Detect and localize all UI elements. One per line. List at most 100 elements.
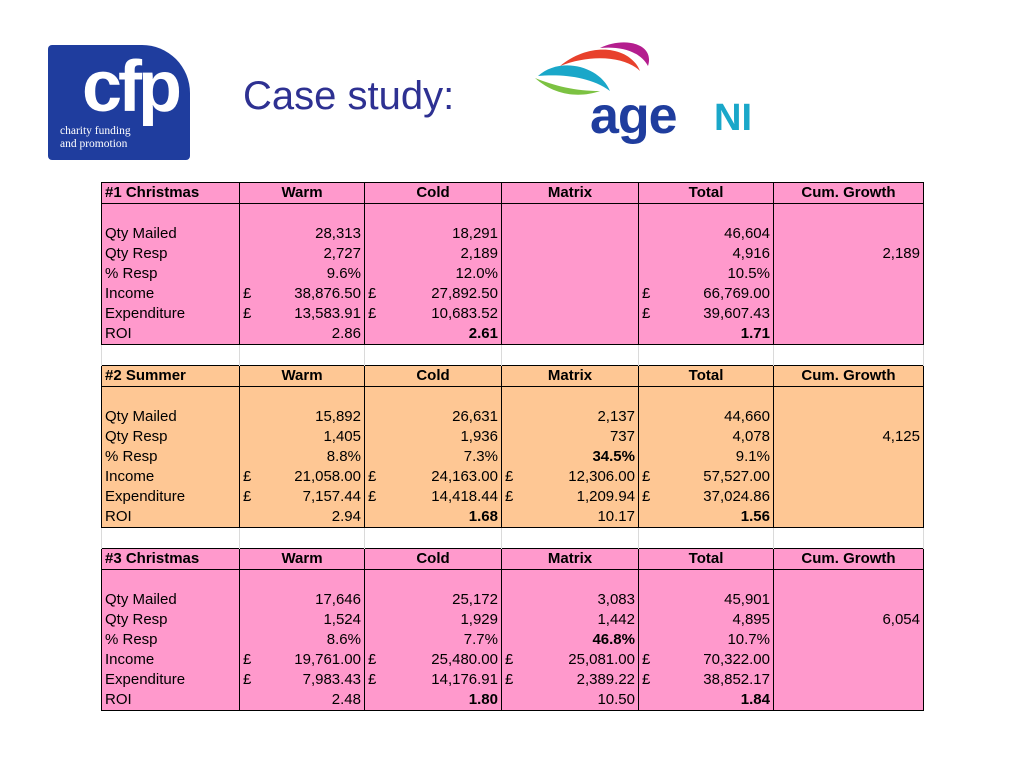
section-header-row: #1 Christmas Warm Cold Matrix Total Cum. Grow… — [101, 182, 924, 204]
cell-warm: 2.86 — [239, 324, 365, 345]
cell-cum-growth — [773, 690, 924, 711]
cell-warm: 1,405 — [239, 427, 365, 447]
cell-cum-growth — [773, 264, 924, 284]
empty-cell — [101, 203, 240, 224]
row-label: Expenditure — [101, 670, 240, 690]
cell-warm: £13,583.91 — [239, 304, 365, 324]
cell-matrix: 2,137 — [501, 407, 639, 427]
currency-symbol: £ — [642, 305, 651, 322]
cell-cum-growth — [773, 407, 924, 427]
cell-cold: 18,291 — [364, 224, 502, 244]
cfp-tagline-line-1: charity funding — [60, 125, 131, 137]
cell-warm: £7,983.43 — [239, 670, 365, 690]
cell-total: 1.56 — [638, 507, 774, 528]
row-label: Income — [101, 650, 240, 670]
cell-matrix — [501, 224, 639, 244]
empty-cell — [638, 203, 774, 224]
amount-value: 66,769.00 — [703, 285, 770, 302]
cell-warm: 17,646 — [239, 590, 365, 610]
empty-cell — [239, 569, 365, 590]
table-row: ROI 2.86 2.61 1.71 — [101, 324, 924, 345]
cell-matrix: £25,081.00 — [501, 650, 639, 670]
section-title: #1 Christmas — [101, 182, 240, 204]
currency-symbol: £ — [505, 468, 514, 485]
empty-cell — [501, 386, 639, 407]
cell-total: 4,078 — [638, 427, 774, 447]
currency-symbol: £ — [505, 651, 514, 668]
row-label: ROI — [101, 690, 240, 711]
amount-value: 14,418.44 — [431, 488, 498, 505]
cell-cum-growth — [773, 467, 924, 487]
table-row: % Resp 9.6% 12.0% 10.5% — [101, 264, 924, 284]
cell-cum-growth — [773, 487, 924, 507]
cell-matrix: 10.50 — [501, 690, 639, 711]
row-label: Qty Mailed — [101, 590, 240, 610]
table-row: Expenditure £7,983.43 £14,176.91 £2,389.22 £… — [101, 670, 924, 690]
section-gap-row — [101, 344, 924, 366]
cell-cold: 7.3% — [364, 447, 502, 467]
case-study-table: #1 Christmas Warm Cold Matrix Total Cum. Grow… — [101, 182, 924, 711]
table-row: Qty Resp 1,405 1,936 737 4,078 4,125 — [101, 427, 924, 447]
amount-value: 21,058.00 — [294, 468, 361, 485]
cell-total: 44,660 — [638, 407, 774, 427]
amount-value: 39,607.43 — [703, 305, 770, 322]
cell-total: 1.71 — [638, 324, 774, 345]
cell-cum-growth: 6,054 — [773, 610, 924, 630]
column-header: Cold — [364, 365, 502, 387]
cell-warm: 9.6% — [239, 264, 365, 284]
empty-cell — [101, 527, 240, 549]
spacer-row — [101, 203, 924, 224]
amount-value: 57,527.00 — [703, 468, 770, 485]
cell-total: £37,024.86 — [638, 487, 774, 507]
cell-total: 45,901 — [638, 590, 774, 610]
cell-warm: 2.94 — [239, 507, 365, 528]
cfp-logo-mark: cfp — [82, 47, 182, 127]
section-header-row: #3 Christmas Warm Cold Matrix Total Cum. Grow… — [101, 548, 924, 570]
row-label: Expenditure — [101, 304, 240, 324]
cell-cold: £25,480.00 — [364, 650, 502, 670]
empty-cell — [501, 527, 639, 549]
empty-cell — [364, 527, 502, 549]
table-row: % Resp 8.8% 7.3% 34.5% 9.1% — [101, 447, 924, 467]
cfp-tagline-line-2: and promotion — [60, 138, 128, 150]
cell-cum-growth — [773, 284, 924, 304]
empty-cell — [239, 386, 365, 407]
cell-matrix — [501, 244, 639, 264]
cell-matrix: £12,306.00 — [501, 467, 639, 487]
row-label: Income — [101, 284, 240, 304]
cell-total: 10.5% — [638, 264, 774, 284]
empty-cell — [364, 344, 502, 366]
currency-symbol: £ — [243, 468, 252, 485]
cell-cum-growth — [773, 324, 924, 345]
cell-cold: 26,631 — [364, 407, 502, 427]
cell-total: 4,895 — [638, 610, 774, 630]
cell-warm: 8.6% — [239, 630, 365, 650]
currency-symbol: £ — [368, 285, 377, 302]
cell-cold: £10,683.52 — [364, 304, 502, 324]
row-label: % Resp — [101, 630, 240, 650]
cell-warm: 8.8% — [239, 447, 365, 467]
row-label: ROI — [101, 507, 240, 528]
currency-symbol: £ — [368, 468, 377, 485]
cell-cold: 1.68 — [364, 507, 502, 528]
empty-cell — [638, 344, 774, 366]
empty-cell — [364, 386, 502, 407]
empty-cell — [638, 386, 774, 407]
amount-value: 37,024.86 — [703, 488, 770, 505]
cell-cum-growth — [773, 447, 924, 467]
page-title: Case study: — [243, 74, 455, 118]
table-row: % Resp 8.6% 7.7% 46.8% 10.7% — [101, 630, 924, 650]
cell-cold: 7.7% — [364, 630, 502, 650]
empty-cell — [638, 569, 774, 590]
results-table: #1 Christmas Warm Cold Matrix Total Cum. Grow… — [101, 182, 924, 711]
currency-symbol: £ — [243, 285, 252, 302]
cell-cum-growth — [773, 670, 924, 690]
column-header: Matrix — [501, 182, 639, 204]
empty-cell — [101, 344, 240, 366]
cell-matrix: 3,083 — [501, 590, 639, 610]
table-row: Qty Mailed 17,646 25,172 3,083 45,901 — [101, 590, 924, 610]
cell-warm: 2.48 — [239, 690, 365, 711]
cell-matrix: 10.17 — [501, 507, 639, 528]
empty-cell — [501, 569, 639, 590]
amount-value: 25,480.00 — [431, 651, 498, 668]
